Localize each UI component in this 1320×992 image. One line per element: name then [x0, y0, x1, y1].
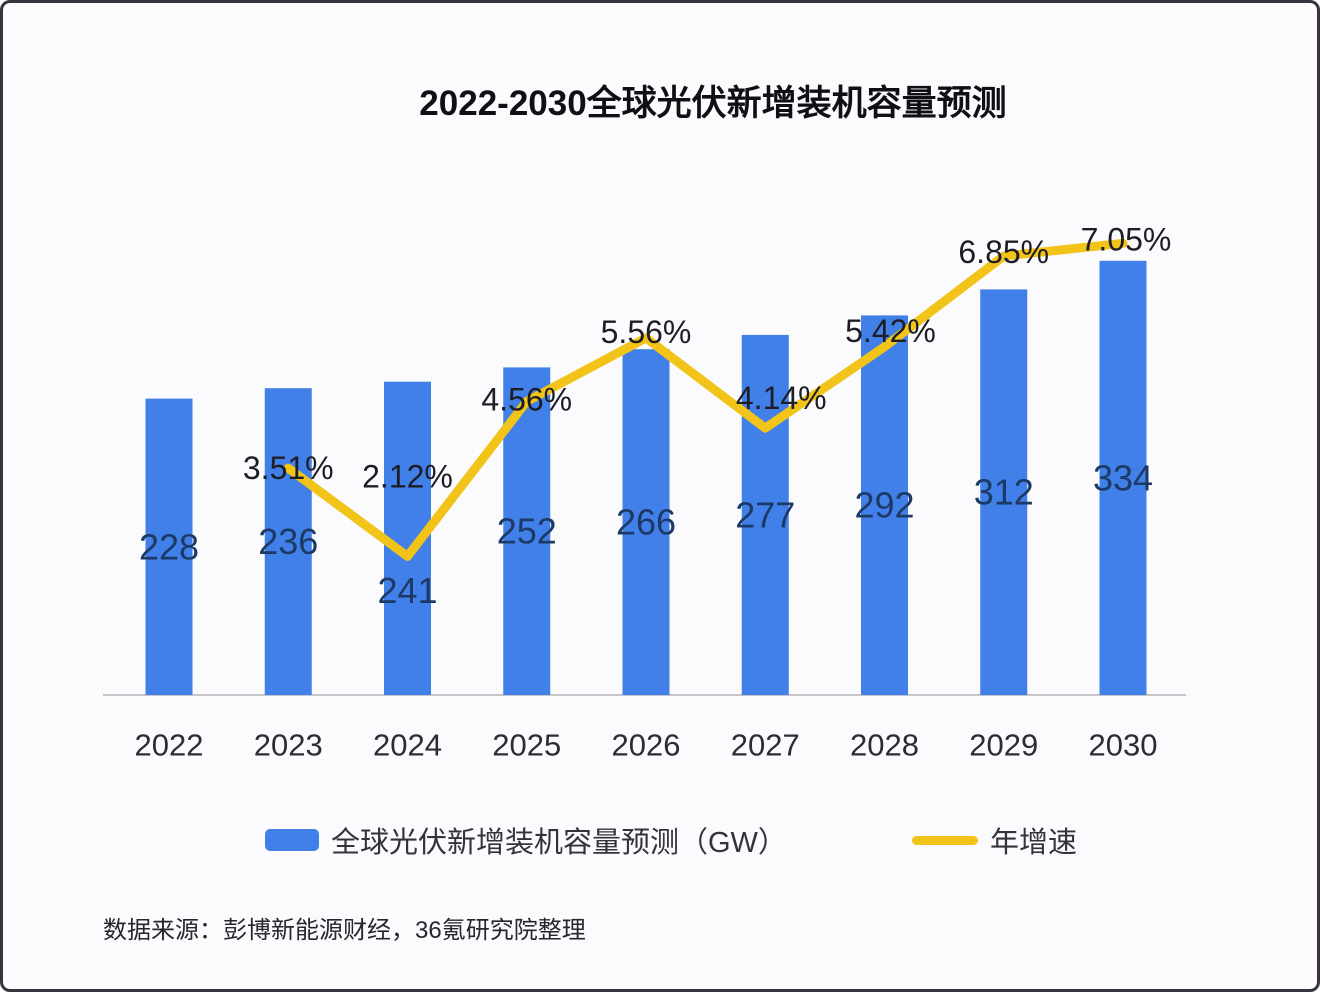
- bar-2026: [622, 349, 670, 695]
- chart-title: 2022-2030全球光伏新增装机容量预测: [419, 84, 1007, 123]
- growth-label-2030: 7.05%: [1081, 221, 1172, 257]
- x-tick-2028: 2028: [850, 728, 919, 763]
- growth-label-2026: 5.56%: [601, 314, 692, 350]
- bar-value-2025: 252: [497, 511, 557, 552]
- source-note: 数据来源：彭博新能源财经，36氪研究院整理: [103, 917, 586, 944]
- bar-2022: [145, 398, 193, 695]
- growth-label-2023: 3.51%: [243, 450, 334, 486]
- bar-2027: [741, 334, 789, 695]
- legend-bar-swatch-icon: [265, 829, 319, 851]
- bar-value-2026: 266: [616, 502, 676, 543]
- growth-label-2025: 4.56%: [481, 381, 572, 417]
- bar-value-2029: 312: [974, 472, 1034, 513]
- legend-item-capacity: 全球光伏新增装机容量预测（GW）: [265, 823, 787, 859]
- legend-item-growth: 年增速: [912, 823, 1077, 859]
- x-tick-2027: 2027: [731, 728, 800, 763]
- x-tick-2023: 2023: [254, 728, 323, 763]
- bar-value-2022: 228: [139, 526, 199, 567]
- bar-2029: [980, 289, 1028, 695]
- growth-label-2027: 4.14%: [736, 380, 827, 416]
- chart-canvas: 228 236 241 252 266 277 292 312 334 3.51% 2.12% 4.5…: [103, 221, 1186, 763]
- x-tick-2026: 2026: [612, 728, 681, 763]
- bar-2030: [1099, 260, 1147, 695]
- legend-line-swatch-icon: [912, 835, 978, 845]
- x-tick-2029: 2029: [969, 728, 1038, 763]
- growth-label-2028: 5.42%: [845, 313, 936, 349]
- bar-value-2030: 334: [1093, 457, 1153, 498]
- bar-2028: [861, 315, 908, 695]
- bar-value-2027: 277: [735, 494, 795, 535]
- growth-label-2024: 2.12%: [362, 458, 453, 494]
- legend-capacity-label: 全球光伏新增装机容量预测（GW）: [331, 827, 787, 859]
- x-tick-2030: 2030: [1089, 728, 1158, 763]
- x-tick-2022: 2022: [135, 728, 204, 763]
- legend-growth-label: 年增速: [990, 827, 1078, 859]
- growth-label-2029: 6.85%: [958, 234, 1049, 270]
- x-tick-2025: 2025: [492, 728, 561, 763]
- bar-value-2024: 241: [377, 570, 437, 611]
- growth-line: [283, 238, 1128, 561]
- bar-2023: [264, 388, 312, 695]
- bar-value-2023: 236: [258, 521, 318, 562]
- x-tick-2024: 2024: [373, 728, 442, 763]
- bar-value-2028: 292: [854, 485, 914, 526]
